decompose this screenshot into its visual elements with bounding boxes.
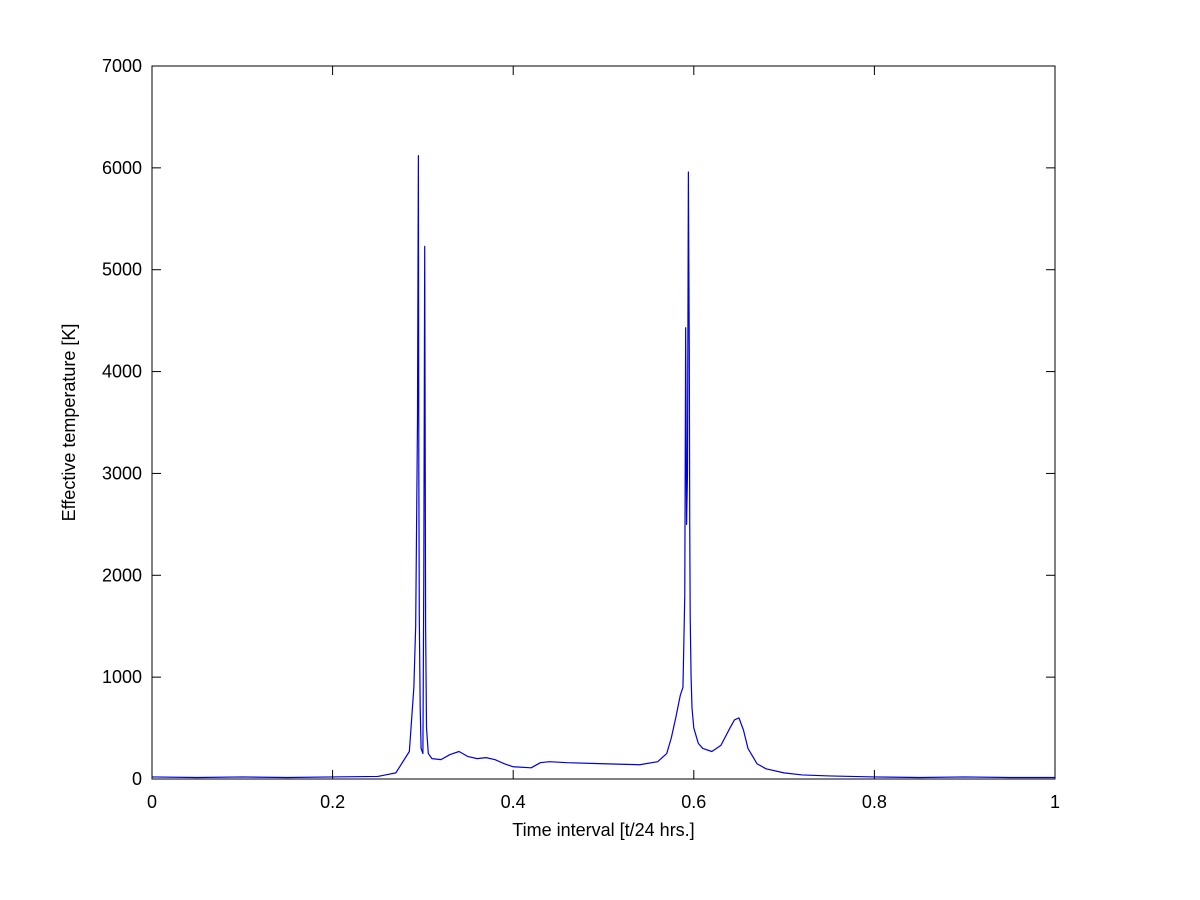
- x-tick-label: 0.8: [862, 792, 887, 812]
- series-layer: [151, 155, 1055, 779]
- y-tick-label: 5000: [102, 260, 142, 280]
- ticks-layer: 0 0.2 0.4 0.6 0.8 1 0 1000 2000 3000 4000 5000 6000 7…: [102, 56, 1060, 812]
- x-axis-title: Time interval [t/24 hrs.]: [512, 820, 694, 840]
- x-tick-label: 0: [147, 792, 157, 812]
- x-tick-label: 1: [1050, 792, 1060, 812]
- plot-area: [152, 66, 1055, 779]
- y-tick-label: 0: [132, 769, 142, 789]
- x-tick-label: 0.6: [681, 792, 706, 812]
- y-axis-title: Effective temperature [K]: [59, 324, 79, 522]
- y-tick-label: 6000: [102, 158, 142, 178]
- y-tick-label: 2000: [102, 565, 142, 585]
- y-tick-label: 3000: [102, 463, 142, 483]
- y-tick-label: 7000: [102, 56, 142, 76]
- y-tick-label: 4000: [102, 362, 142, 382]
- x-tick-label: 0.2: [320, 792, 345, 812]
- y-tick-label: 1000: [102, 667, 142, 687]
- x-tick-label: 0.4: [501, 792, 526, 812]
- plot-frame: [151, 65, 1056, 780]
- series-line-0: [151, 155, 1055, 779]
